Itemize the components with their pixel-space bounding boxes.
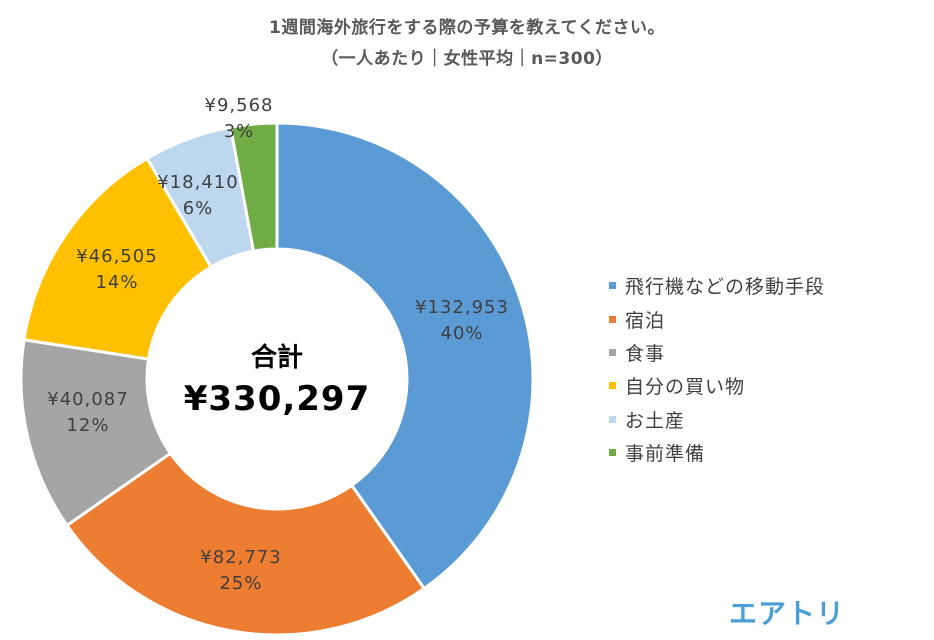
slice-percent: 12% (66, 415, 110, 436)
legend-label: お土産 (625, 409, 686, 432)
legend-label: 宿泊 (625, 309, 666, 332)
slice-data-label: ¥132,953 40% (415, 295, 509, 347)
total-label: 合計 (250, 343, 303, 373)
chart-title-line2: （一人あたり｜女性平均｜n=300） (321, 49, 613, 69)
legend-marker-icon (609, 315, 616, 323)
legend-label: 自分の買い物 (625, 376, 746, 399)
slice-value: ¥82,773 (200, 547, 282, 568)
slice-percent: 6% (182, 198, 214, 219)
brand-logo: エアトリ (729, 597, 846, 630)
legend-item: 事前準備 (609, 436, 825, 469)
slice-percent: 3% (223, 121, 255, 142)
donut-slice (228, 121, 279, 253)
legend-label: 食事 (625, 342, 666, 365)
slice-value: ¥46,505 (76, 246, 158, 267)
slice-percent: 40% (440, 323, 484, 344)
legend-marker-icon (609, 449, 616, 457)
legend-item: 宿泊 (609, 302, 825, 335)
center-total: 合計 ¥330,297 (184, 339, 371, 421)
total-value: ¥330,297 (183, 379, 371, 419)
slice-value: ¥132,953 (415, 297, 509, 318)
legend-label: 事前準備 (625, 443, 706, 466)
legend-marker-icon (609, 348, 616, 356)
legend-item: 食事 (609, 336, 825, 369)
slice-percent: 14% (95, 272, 139, 293)
slice-data-label: ¥18,410 6% (157, 170, 238, 222)
chart-title-line1: 1週間海外旅行をする際の予算を教えてください。 (269, 18, 665, 38)
legend-label: 飛行機などの移動手段 (625, 276, 826, 299)
legend-marker-icon (609, 282, 616, 290)
slice-percent: 25% (219, 573, 263, 594)
chart-legend: 飛行機などの移動手段 宿泊食事自分の買い物 お土産事前準備 (609, 269, 825, 469)
slice-value: ¥18,410 (157, 172, 239, 193)
legend-item: 飛行機などの移動手段 (609, 269, 825, 302)
slice-data-label: ¥40,087 12% (47, 387, 128, 439)
donut-slice (275, 121, 535, 591)
legend-marker-icon (609, 415, 616, 423)
slice-data-label: ¥9,568 3% (205, 93, 274, 145)
slice-value: ¥40,087 (47, 389, 129, 410)
donut-slice (64, 451, 427, 637)
legend-item: お土産 (609, 403, 825, 436)
slice-data-label: ¥46,505 14% (76, 244, 157, 296)
slice-data-label: ¥82,773 25% (200, 545, 281, 597)
slice-value: ¥9,568 (204, 95, 274, 116)
legend-item: 自分の買い物 (609, 369, 825, 402)
legend-marker-icon (609, 382, 616, 390)
